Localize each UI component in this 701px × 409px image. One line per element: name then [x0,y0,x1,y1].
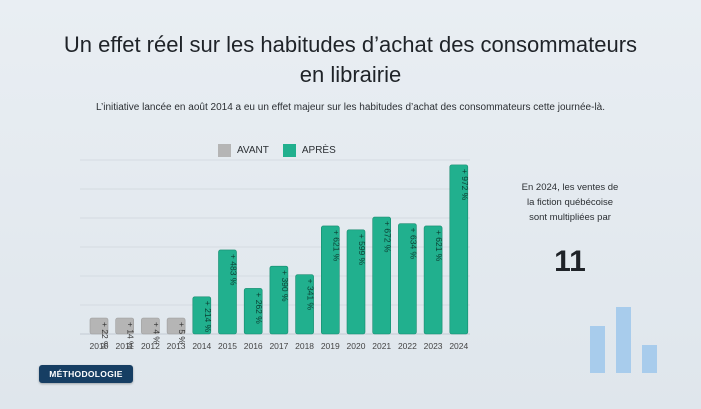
legend-swatch-after [282,144,296,157]
x-tick-label-2017: 2017 [269,341,288,351]
bar-2016[interactable] [243,288,263,335]
bar-2021[interactable] [372,216,392,335]
decorative-bar-2 [616,307,631,373]
bar-value-label-2017: + 390 % [280,270,290,302]
bar-2012[interactable] [141,317,160,335]
bar-value-label-2014: + 214 % [203,301,213,333]
bar-2014[interactable] [192,296,212,335]
methodology-button[interactable]: MÉTHODOLOGIE [39,365,133,383]
bar-2020[interactable] [346,229,366,335]
bar-2011[interactable] [115,317,134,335]
x-tick-label-2011: 2011 [116,341,135,351]
legend-label-after: APRÈS [301,145,336,156]
bar-value-label-2015: + 483 % [229,254,239,286]
bar-value-label-2012: + 4 % [151,322,161,344]
bar-value-label-2018: + 341 % [306,279,316,311]
page-title: Un effet réel sur les habitudes d’achat … [0,30,701,90]
x-tick-label-2016: 2016 [244,341,263,351]
bar-value-label-2013: + 5 % [177,322,187,344]
bar-2023[interactable] [423,225,443,335]
chart-legend: AVANT APRÈS [218,144,336,157]
side-panel-text: En 2024, les ventes de la fiction québéc… [521,182,619,223]
x-tick-label-2013: 2013 [167,341,186,351]
legend-label-before: AVANT [237,145,269,156]
legend-item-after: APRÈS [282,144,336,157]
bar-2013[interactable] [166,317,186,335]
bar-value-label-2019: + 621 % [331,230,341,262]
x-tick-label-2014: 2014 [192,341,211,351]
bar-value-label-2010: + 22 % [100,322,110,349]
title-line-2: en librairie [299,62,402,87]
legend-item-before: AVANT [218,144,269,157]
page-subtitle: L’initiative lancée en août 2014 a eu un… [95,102,606,113]
bar-2022[interactable] [398,223,417,335]
x-tick-label-2012: 2012 [141,341,160,351]
x-tick-label-2015: 2015 [218,341,237,351]
decorative-bar-1 [590,326,605,373]
bar-2015[interactable] [218,249,237,335]
x-tick-label-2024: 2024 [449,341,468,351]
bar-value-label-2022: + 634 % [408,228,418,260]
bar-2017[interactable] [269,265,289,335]
bar-value-label-2016: + 262 % [254,292,264,324]
bar-value-label-2024: + 972 % [460,169,470,201]
legend-swatch-before [218,144,231,157]
x-tick-label-2020: 2020 [347,341,366,351]
x-tick-label-2021: 2021 [372,341,391,351]
x-tick-label-2022: 2022 [398,341,417,351]
decorative-bar-3 [642,345,657,373]
side-panel-number: 11 [554,245,586,278]
bar-2018[interactable] [295,274,314,335]
title-line-1: Un effet réel sur les habitudes d’achat … [63,32,638,57]
bar-2010[interactable] [89,317,109,335]
x-tick-label-2023: 2023 [424,341,443,351]
bar-2019[interactable] [320,225,340,335]
x-tick-label-2019: 2019 [321,341,340,351]
x-tick-label-2018: 2018 [295,341,314,351]
bar-value-label-2011: + 14 % [126,322,136,349]
bar-value-label-2021: + 672 % [383,221,393,253]
bar-2024[interactable] [449,164,469,335]
x-tick-label-2010: 2010 [90,341,109,351]
bar-value-label-2023: + 621 % [434,230,444,262]
bar-value-label-2020: + 599 % [357,234,367,266]
